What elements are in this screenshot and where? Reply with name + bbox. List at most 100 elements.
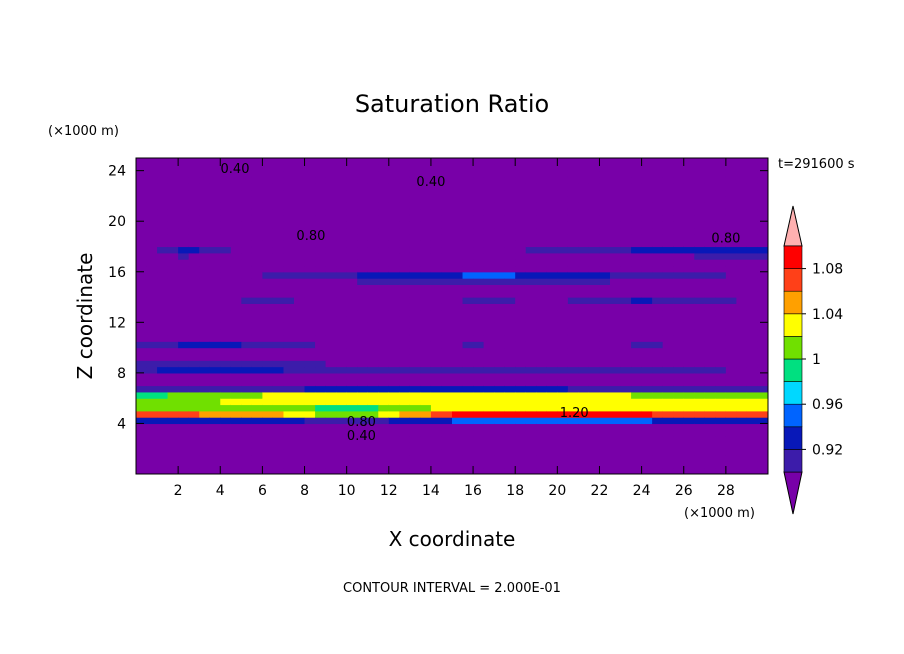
heatmap-cell [388,436,400,443]
heatmap-cell [610,328,622,336]
heatmap-cell [304,221,316,229]
heatmap-cell [188,366,200,374]
heatmap-cell [146,259,158,267]
heatmap-cell [557,366,569,374]
heatmap-cell [220,372,232,380]
heatmap-cell [494,410,506,418]
heatmap-cell [736,271,748,279]
heatmap-cell [346,379,358,387]
heatmap-cell [409,290,421,298]
heatmap-cell [473,202,485,210]
heatmap-cell [251,265,263,273]
heatmap-cell [388,183,400,191]
heatmap-cell [146,271,158,279]
heatmap-cell [241,284,253,292]
heatmap-cell [367,278,379,285]
heatmap-cell [209,246,221,254]
heatmap-cell [346,436,358,443]
heatmap-cell [694,436,706,443]
heatmap-cell [473,334,485,342]
heatmap-cell [715,195,727,203]
heatmap-cell [378,341,390,349]
colorbar-extend-low [783,471,803,515]
heatmap-cell [357,195,369,203]
heatmap-cell [515,372,527,380]
heatmap-cell [546,353,558,361]
heatmap-cell [346,240,358,248]
y-axis-label: Z coordinate [73,253,97,380]
heatmap-cell [357,429,369,437]
heatmap-cell [399,195,411,203]
heatmap-cell [557,189,569,197]
heatmap-cell [452,436,464,443]
heatmap-cell [367,265,379,273]
heatmap-cell [230,429,242,437]
heatmap-cell [220,189,232,197]
heatmap-cell [441,259,453,267]
heatmap-cell [346,404,358,412]
heatmap-cell [536,353,548,361]
heatmap-cell [536,391,548,399]
heatmap-cell [641,455,653,462]
heatmap-cell [146,379,158,387]
heatmap-cell [725,176,737,184]
heatmap-cell [272,227,285,235]
heatmap-cell [662,290,674,298]
heatmap-cell [157,455,169,462]
heatmap-cell [283,417,295,425]
heatmap-cell [620,271,632,279]
heatmap-cell [757,265,768,273]
heatmap-cell [157,404,169,412]
heatmap-cell [357,372,369,380]
heatmap-cell [283,164,295,172]
heatmap-cell [546,372,558,380]
heatmap-cell [199,316,211,323]
heatmap-cell [736,233,748,241]
heatmap-cell [610,404,622,412]
heatmap-cell [399,385,411,393]
heatmap-cell [241,278,253,285]
heatmap-cell [304,448,316,456]
heatmap-cell [610,246,622,254]
heatmap-cell [546,158,558,165]
heatmap-cell [546,208,558,216]
heatmap-cell [241,334,253,342]
heatmap-cell [136,448,148,456]
heatmap-cell [336,467,348,474]
heatmap-cell [188,334,200,342]
heatmap-cell [167,284,179,292]
heatmap-cell [683,391,695,399]
heatmap-cell [462,379,474,387]
heatmap-cell [294,176,306,184]
heatmap-cell [262,195,274,203]
heatmap-cell [283,176,295,184]
heatmap-cell [546,278,558,285]
heatmap-cell [567,316,579,323]
heatmap-cell [746,467,759,474]
heatmap-cell [631,164,643,172]
heatmap-cell [504,360,516,368]
heatmap-cell [388,164,400,172]
heatmap-cell [388,391,400,399]
heatmap-cell [557,436,569,443]
heatmap-cell [399,164,411,172]
heatmap-cell [694,385,706,393]
heatmap-cell [357,328,369,336]
heatmap-cell [315,189,327,197]
heatmap-cell [346,322,358,330]
heatmap-cell [220,183,232,191]
heatmap-cell [483,391,495,399]
heatmap-cell [694,233,706,241]
heatmap-cell [599,309,611,317]
heatmap-cell [199,183,211,191]
heatmap-cell [725,442,737,450]
heatmap-cell [430,214,443,222]
heatmap-cell [146,467,158,474]
heatmap-cell [304,461,316,469]
heatmap-cell [536,202,548,210]
heatmap-cell [631,334,643,342]
heatmap-cell [757,360,768,368]
heatmap-cell [673,328,685,336]
heatmap-cell [641,189,653,197]
heatmap-cell [251,284,263,292]
